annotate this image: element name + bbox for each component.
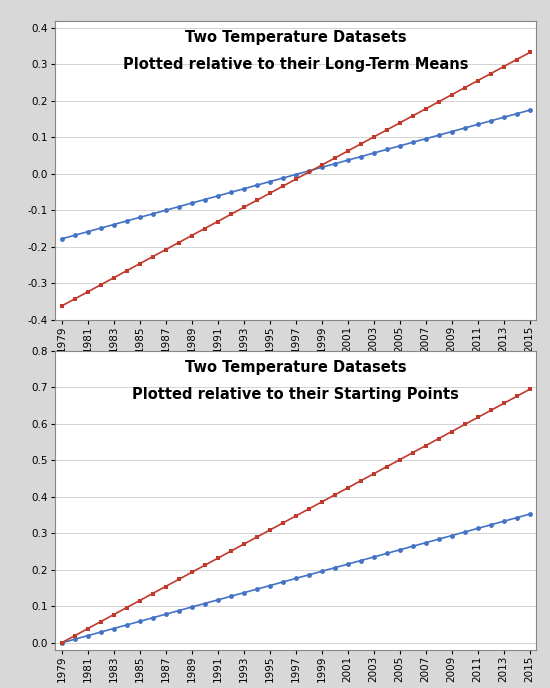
Text: Two Temperature Datasets: Two Temperature Datasets: [185, 30, 406, 45]
Text: Plotted relative to their Long-Term Means: Plotted relative to their Long-Term Mean…: [123, 56, 469, 72]
Text: Plotted relative to their Starting Points: Plotted relative to their Starting Point…: [132, 387, 459, 402]
Text: Two Temperature Datasets: Two Temperature Datasets: [185, 360, 406, 375]
